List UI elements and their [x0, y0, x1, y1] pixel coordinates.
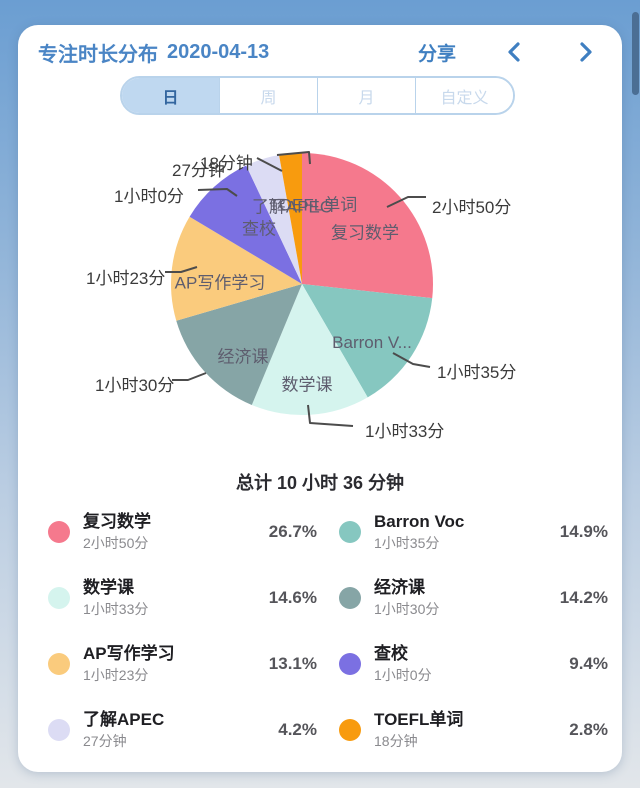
legend-duration: 1小时33分 [83, 601, 149, 617]
tab-month[interactable]: 月 [318, 78, 416, 113]
legend-color-dot [339, 587, 361, 609]
legend-color-dot [48, 719, 70, 741]
legend-item: Barron Voc 1小时35分 14.9% [339, 499, 608, 565]
chevron-left-icon[interactable] [506, 41, 522, 63]
legend-percent: 14.6% [268, 588, 317, 607]
total-label: 总计 10 小时 36 分钟 [235, 473, 405, 493]
pie-slice-5[interactable] [189, 165, 302, 284]
tab-week[interactable]: 周 [220, 78, 318, 113]
legend-item: 经济课 1小时30分 14.2% [339, 565, 608, 631]
legend-duration: 2小时50分 [83, 535, 149, 551]
pie-chart [165, 151, 433, 427]
legend-item: 查校 1小时0分 9.4% [339, 631, 608, 697]
legend-duration: 18分钟 [374, 733, 418, 749]
pie-slice-6[interactable] [246, 155, 302, 284]
pie-slice-3[interactable] [176, 284, 302, 406]
legend-item: 复习数学 2小时50分 26.7% [48, 499, 317, 565]
legend-name: TOEFL单词 [374, 710, 464, 729]
legend-duration: 1小时0分 [374, 667, 432, 683]
legend-percent: 14.2% [559, 588, 608, 607]
legend-color-dot [48, 653, 70, 675]
date-label: 2020-04-13 [167, 40, 270, 63]
legend-percent: 2.8% [569, 720, 608, 739]
legend-item: AP写作学习 1小时23分 13.1% [48, 631, 317, 697]
legend: 复习数学 2小时50分 26.7% Barron Voc 1小时35分 14.9… [48, 499, 608, 763]
legend-duration: 1小时23分 [83, 667, 149, 683]
scrollbar-thumb[interactable] [632, 12, 639, 95]
legend-color-dot [48, 587, 70, 609]
legend-item: 数学课 1小时33分 14.6% [48, 565, 317, 631]
legend-name: 经济课 [374, 578, 425, 597]
pie-slice-7[interactable] [279, 153, 302, 284]
legend-color-dot [339, 719, 361, 741]
pie-slice-1[interactable] [302, 284, 433, 398]
tab-day[interactable]: 日 [122, 78, 220, 113]
legend-percent: 26.7% [268, 522, 317, 541]
legend-name: 数学课 [83, 578, 134, 597]
legend-name: 复习数学 [83, 512, 151, 531]
legend-duration: 1小时35分 [374, 535, 440, 551]
legend-name: Barron Voc [374, 512, 465, 531]
legend-duration: 1小时30分 [374, 601, 440, 617]
legend-color-dot [339, 521, 361, 543]
legend-name: 了解APEC [83, 710, 165, 729]
legend-color-dot [339, 653, 361, 675]
header: 专注时长分布 2020-04-13 分享 [38, 35, 594, 69]
legend-item: 了解APEC 27分钟 4.2% [48, 697, 317, 763]
page-title: 专注时长分布 [38, 43, 158, 66]
legend-percent: 9.4% [569, 654, 608, 673]
period-tabs: 日 周 月 自定义 [120, 76, 515, 115]
leader-lines [165, 151, 431, 427]
pie-slice-2[interactable] [251, 284, 368, 416]
stats-card: 专注时长分布 2020-04-13 分享 日 周 月 自定义 复习数学 Barr [18, 25, 622, 772]
legend-name: 查校 [374, 644, 408, 663]
pie-slice-0[interactable] [302, 153, 433, 299]
legend-percent: 4.2% [278, 720, 317, 739]
legend-duration: 27分钟 [83, 733, 127, 749]
chevron-right-icon[interactable] [578, 41, 594, 63]
pie-slice-4[interactable] [170, 216, 302, 321]
tab-custom[interactable]: 自定义 [416, 78, 513, 113]
legend-name: AP写作学习 [83, 644, 175, 663]
share-button[interactable]: 分享 [417, 43, 456, 65]
legend-color-dot [48, 521, 70, 543]
legend-percent: 13.1% [268, 654, 317, 673]
legend-item: TOEFL单词 18分钟 2.8% [339, 697, 608, 763]
legend-percent: 14.9% [559, 522, 608, 541]
